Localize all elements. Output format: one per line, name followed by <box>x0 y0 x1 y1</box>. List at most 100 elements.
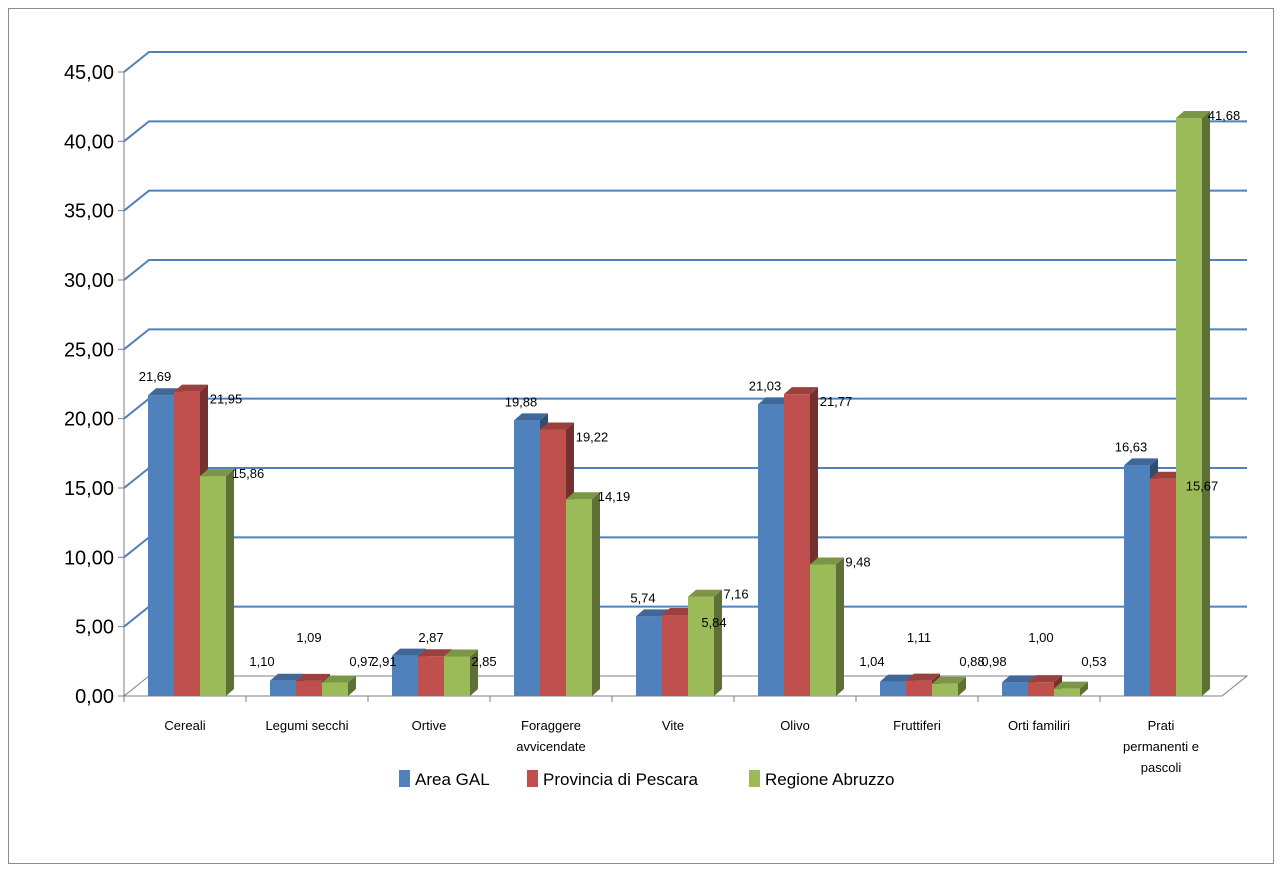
legend-swatch <box>527 770 538 787</box>
data-label: 5,74 <box>630 590 655 605</box>
y-tick-label: 10,00 <box>64 547 114 569</box>
x-tick-label: Legumi secchi <box>265 718 348 733</box>
data-label: 21,03 <box>749 378 782 393</box>
bar-side <box>714 589 722 696</box>
bar-side <box>592 492 600 696</box>
x-tick-label: Fruttiferi <box>893 718 941 733</box>
bar-top <box>270 673 304 681</box>
bar-top <box>1124 458 1158 466</box>
bar-front <box>932 683 958 696</box>
bar-front <box>1002 682 1028 696</box>
bar-top <box>880 674 914 682</box>
bar-top <box>810 557 844 565</box>
bar <box>932 676 966 696</box>
bar <box>566 492 600 696</box>
bar-side <box>470 649 478 696</box>
bar-side <box>348 675 356 696</box>
data-label: 19,22 <box>576 429 609 444</box>
gridline <box>123 328 1247 351</box>
chart-frame <box>8 8 1274 864</box>
data-label: 21,69 <box>139 369 172 384</box>
data-labels: 21,69 21,95 15,86 1,10 1,09 0,972,91 2,87 2,85 1… <box>139 108 1241 669</box>
data-label: 21,77 <box>820 394 853 409</box>
y-tick-label: 25,00 <box>64 339 114 361</box>
x-tick-label: Olivo <box>780 718 810 733</box>
y-tick-label: 30,00 <box>64 270 114 292</box>
bar <box>444 649 478 696</box>
bar-top <box>566 492 600 500</box>
bar-front <box>784 394 810 696</box>
data-label: 41,68 <box>1208 108 1241 123</box>
bar-top <box>932 676 966 684</box>
data-label: 7,16 <box>723 587 748 602</box>
y-tick-label: 20,00 <box>64 409 114 431</box>
bar-top <box>322 675 356 683</box>
bar-top <box>444 649 478 657</box>
bar-top <box>296 673 330 681</box>
bar <box>1176 111 1210 696</box>
data-label: 1,00 <box>1028 630 1053 645</box>
gridline <box>123 536 1247 559</box>
legend-label: Area GAL <box>415 770 490 789</box>
bar-side <box>958 676 966 696</box>
y-tick-label: 45,00 <box>64 62 114 84</box>
bar-front <box>758 404 784 696</box>
data-label: 1,11 <box>907 630 931 645</box>
bars <box>148 111 1210 696</box>
bar-front <box>148 395 174 696</box>
bar-top <box>688 589 722 597</box>
x-tick-label: pascoli <box>1141 760 1182 775</box>
bar-front <box>906 680 932 696</box>
gridline <box>123 467 1247 489</box>
gridline <box>123 397 1247 420</box>
bar <box>784 387 818 696</box>
data-label: 1,10 <box>249 654 274 669</box>
y-tick-label: 35,00 <box>64 201 114 223</box>
data-label: 0,97 <box>349 654 374 669</box>
gridline <box>123 120 1247 143</box>
bar-front <box>636 616 662 696</box>
gridlines <box>123 51 1247 628</box>
bar-top <box>1028 675 1062 683</box>
bar-front <box>1028 682 1054 696</box>
y-tick-label: 0,00 <box>75 686 114 708</box>
bar-front <box>296 680 322 696</box>
bar-front <box>1054 688 1080 696</box>
bar-front <box>1124 465 1150 696</box>
data-label: 14,19 <box>598 489 631 504</box>
x-tick-label: Ortive <box>412 718 447 733</box>
x-tick-label: avvicendate <box>516 739 585 754</box>
data-label: 19,88 <box>505 394 538 409</box>
bar-side <box>226 469 234 696</box>
y-tick-label: 15,00 <box>64 478 114 500</box>
data-label: 0,98 <box>981 654 1006 669</box>
bar-top <box>1150 471 1184 479</box>
x-tick-label: Foraggere <box>521 718 581 733</box>
bar-front <box>810 564 836 696</box>
bar-front <box>1150 478 1176 696</box>
data-label: 9,48 <box>845 555 870 570</box>
data-label: 2,85 <box>471 654 496 669</box>
bar-front <box>540 429 566 696</box>
y-tick-label: 40,00 <box>64 131 114 153</box>
data-label: 0,88 <box>959 654 984 669</box>
data-label: 2,91 <box>371 654 396 669</box>
data-label: 16,63 <box>1115 439 1148 454</box>
bar-front <box>566 499 592 696</box>
bar-top <box>906 673 940 681</box>
gridline <box>123 189 1247 212</box>
data-label: 2,87 <box>418 630 443 645</box>
bar-front <box>174 391 200 696</box>
x-tick-label: Orti familiri <box>1008 718 1070 733</box>
legend: Area GAL Provincia di Pescara Regione Abru… <box>399 770 894 789</box>
bar <box>688 589 722 696</box>
data-label: 15,86 <box>232 466 265 481</box>
bar-side <box>1080 681 1088 696</box>
bar-front <box>418 656 444 696</box>
bar-front <box>1176 118 1202 696</box>
legend-label: Regione Abruzzo <box>765 770 894 789</box>
bar-front <box>444 656 470 696</box>
data-label: 21,95 <box>210 392 243 407</box>
bar-top <box>392 648 426 656</box>
bar <box>322 675 356 696</box>
